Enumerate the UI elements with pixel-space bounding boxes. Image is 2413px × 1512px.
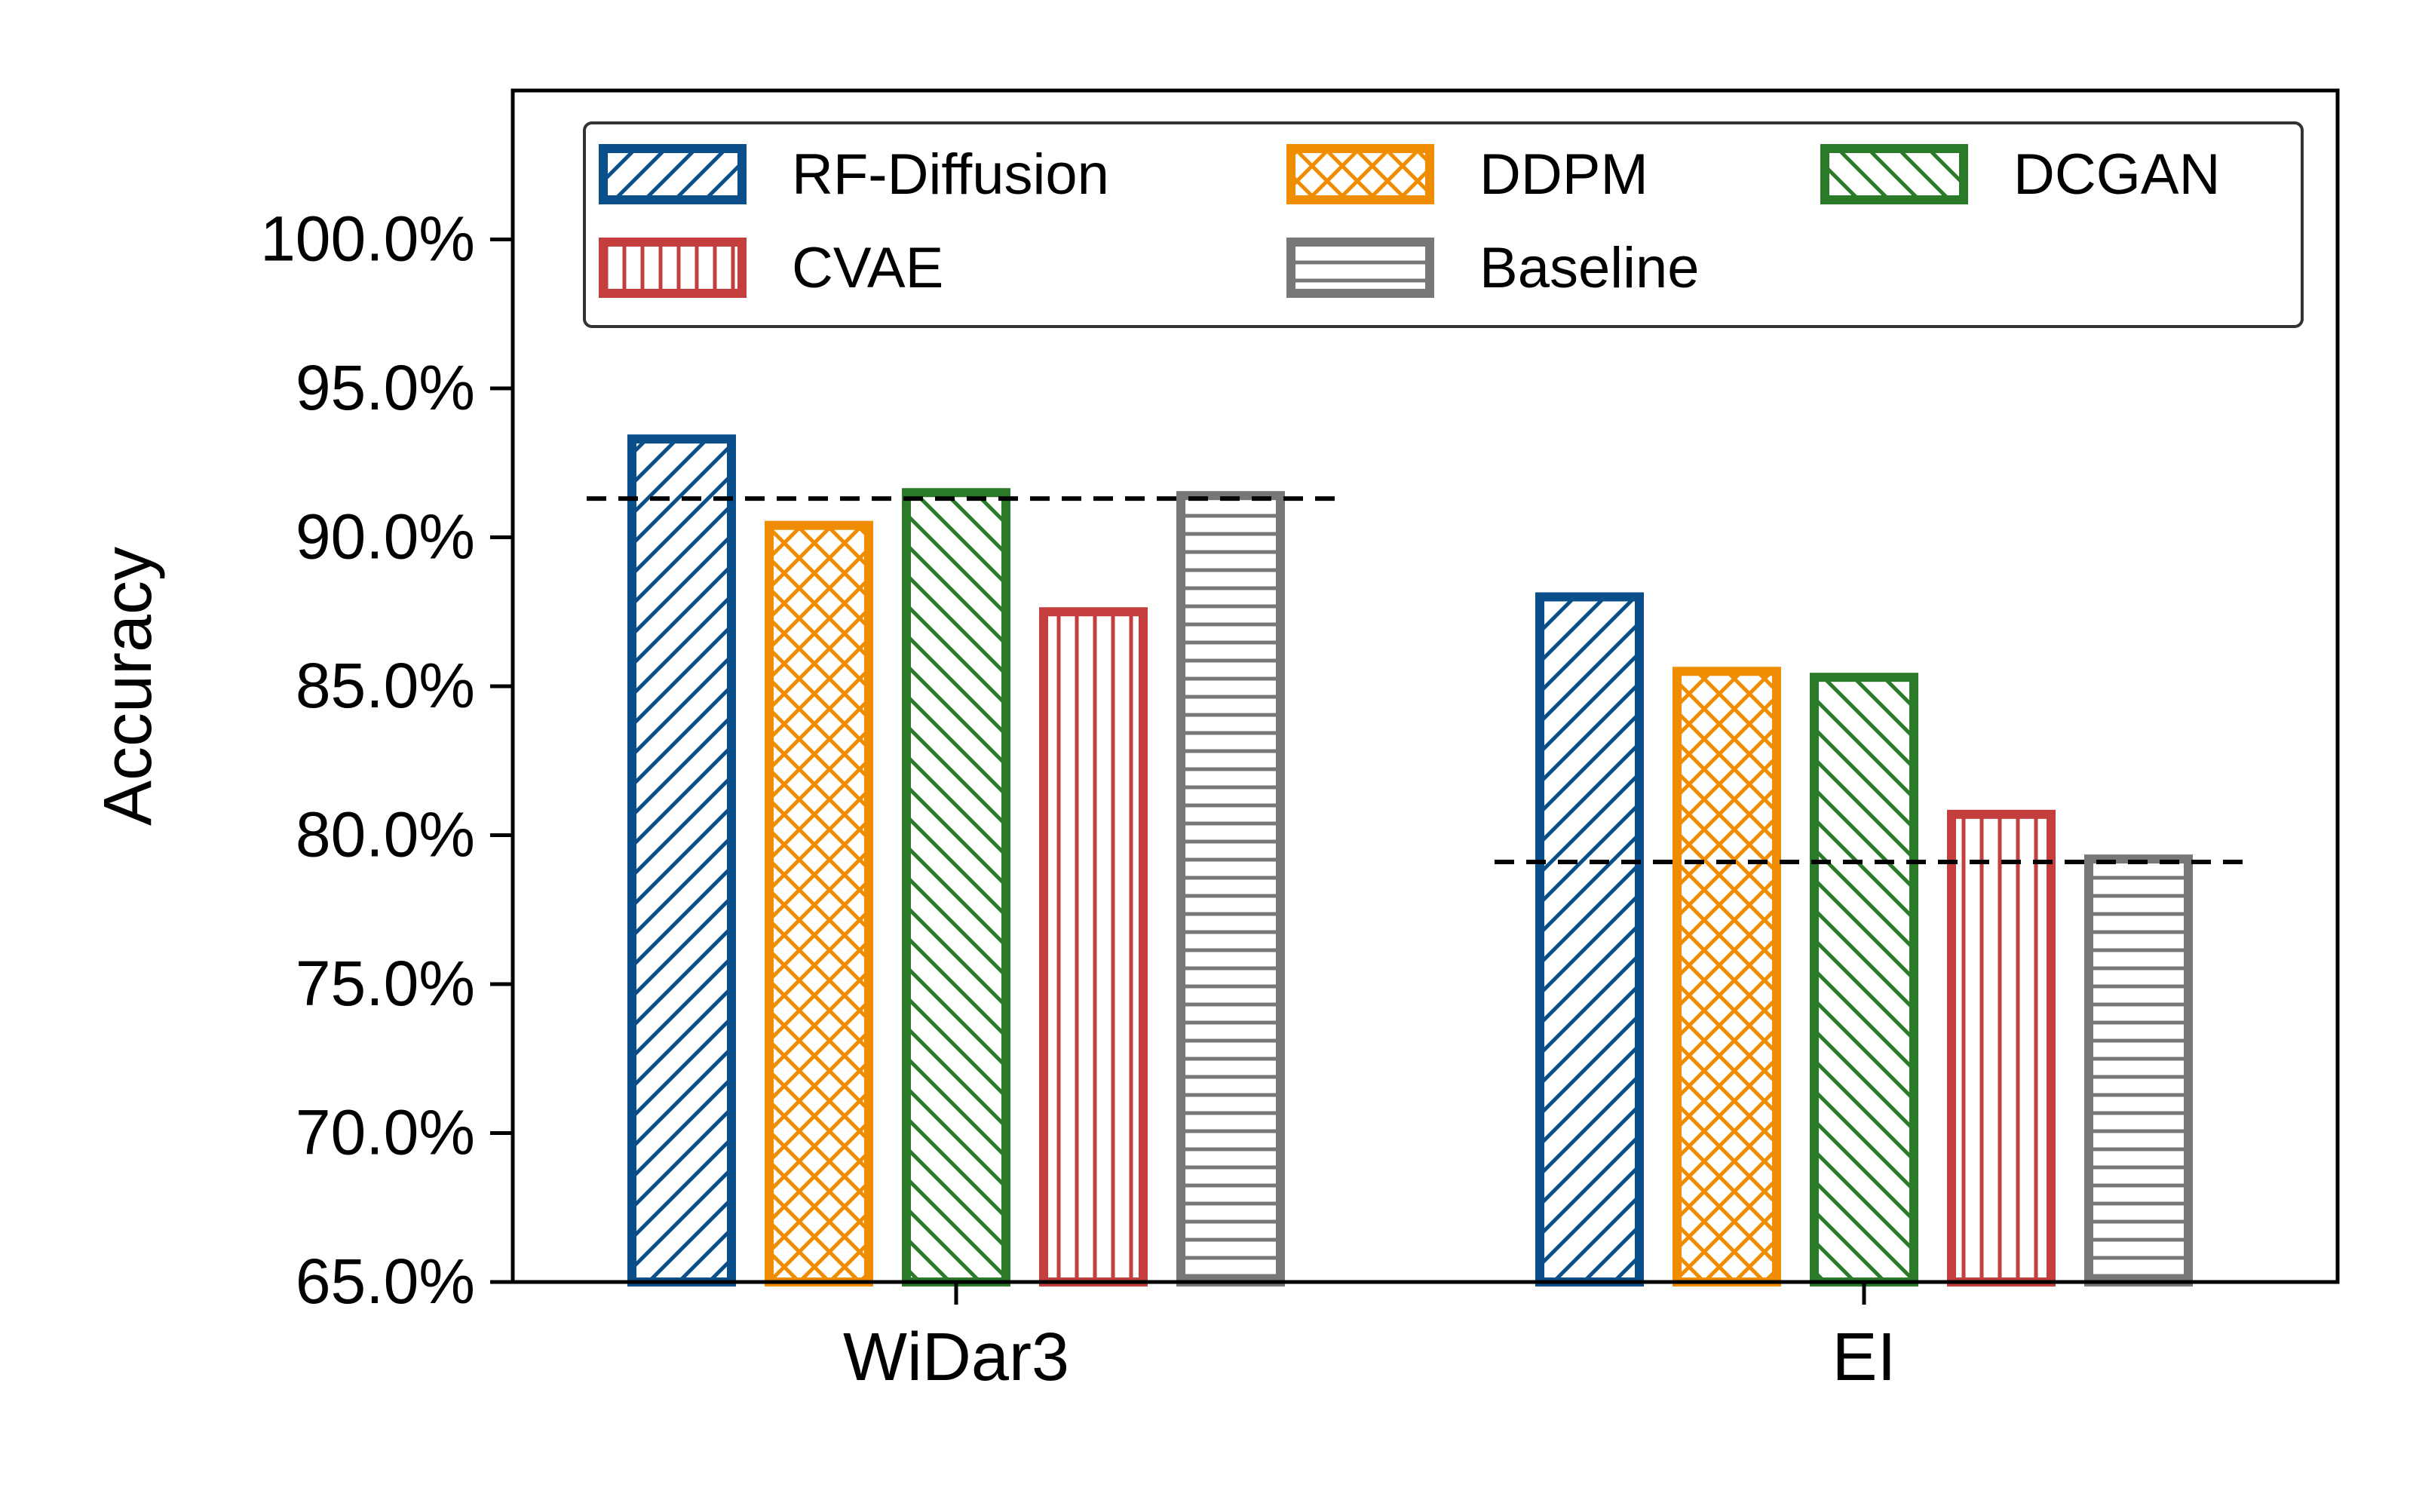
y-axis-label: Accuracy bbox=[90, 547, 166, 826]
x-tick-label-widar3: WiDar3 bbox=[843, 1320, 1069, 1395]
y-tick-label: 100.0% bbox=[260, 204, 475, 274]
legend-label-cvae: CVAE bbox=[792, 236, 943, 300]
legend: RF-Diffusion DDPM DCGAN CVAE Baseline bbox=[583, 121, 2304, 328]
bar-baseline-ei bbox=[2084, 854, 2193, 1287]
bar-cvae-ei bbox=[1947, 809, 2056, 1287]
legend-label-rf-diffusion: RF-Diffusion bbox=[792, 143, 1109, 207]
legend-label-baseline: Baseline bbox=[1479, 236, 1700, 300]
y-tick-label: 85.0% bbox=[296, 650, 475, 721]
y-tick-label: 80.0% bbox=[296, 799, 475, 870]
y-tick-label: 75.0% bbox=[296, 948, 475, 1019]
legend-swatch-baseline bbox=[1286, 238, 1434, 298]
bar-baseline-widar3 bbox=[1176, 491, 1285, 1287]
x-tick-label-ei: EI bbox=[1832, 1320, 1896, 1395]
bar-rf-diffusion-ei bbox=[1535, 592, 1644, 1287]
y-tick-label: 95.0% bbox=[296, 352, 475, 423]
bar-dcgan-ei bbox=[1810, 673, 1918, 1287]
bar-ddpm-widar3 bbox=[765, 520, 873, 1287]
legend-swatch-cvae bbox=[599, 238, 747, 298]
legend-swatch-rf-diffusion bbox=[599, 144, 747, 204]
legend-swatch-ddpm bbox=[1286, 144, 1434, 204]
bar-dcgan-widar3 bbox=[902, 488, 1010, 1287]
bar-rf-diffusion-widar3 bbox=[627, 434, 736, 1287]
legend-label-ddpm: DDPM bbox=[1479, 143, 1648, 207]
y-tick-label: 90.0% bbox=[296, 501, 475, 572]
legend-label-dcgan: DCGAN bbox=[2013, 143, 2220, 207]
legend-swatch-dcgan bbox=[1820, 144, 1968, 204]
bars-layer bbox=[627, 434, 2193, 1287]
bar-ddpm-ei bbox=[1673, 667, 1781, 1287]
x-axis: WiDar3 EI bbox=[843, 1282, 1896, 1395]
y-tick-label: 70.0% bbox=[296, 1097, 475, 1168]
bar-cvae-widar3 bbox=[1039, 607, 1148, 1287]
y-axis: 65.0% 70.0% 75.0% 80.0% 85.0% 90.0% 95.0% 100.0… bbox=[260, 204, 513, 1317]
y-tick-label: 65.0% bbox=[296, 1246, 475, 1317]
